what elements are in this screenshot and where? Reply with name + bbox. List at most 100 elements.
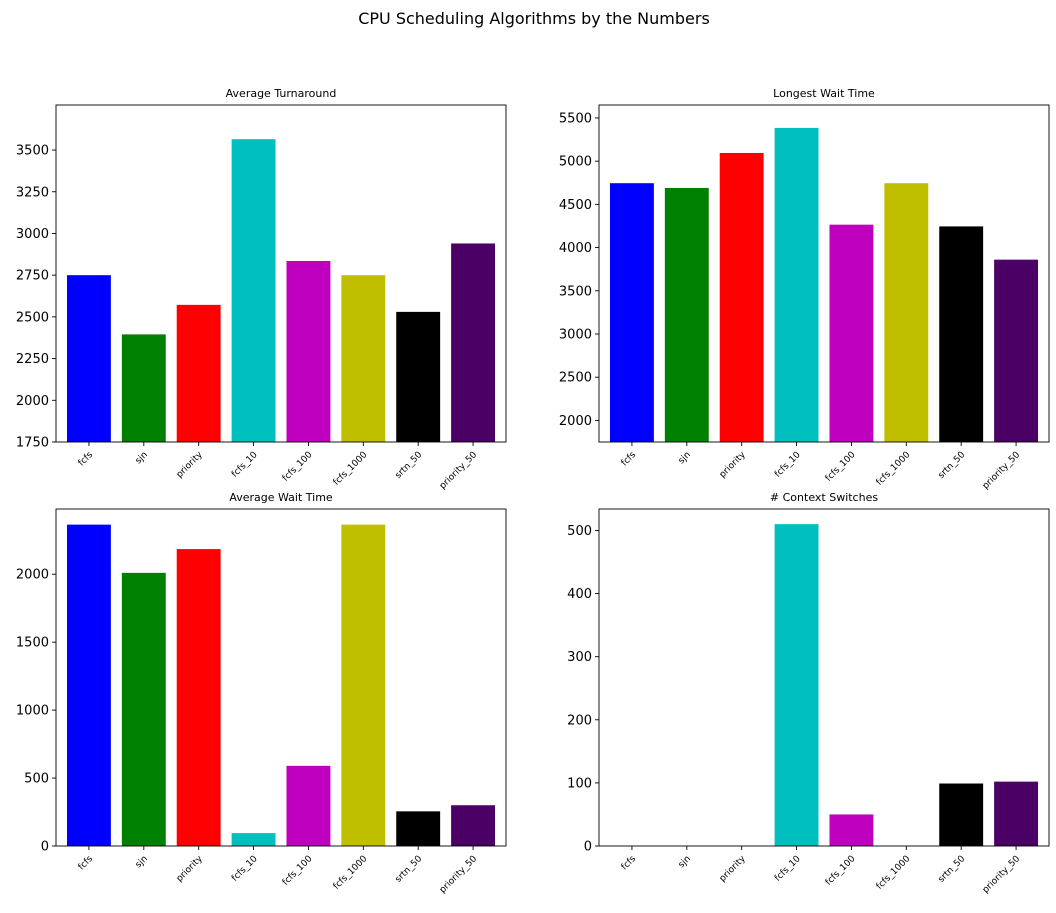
- bar-priority_50: [994, 781, 1039, 846]
- bar-priority: [719, 152, 764, 442]
- chart-panel-1: 1750 2000 2250 2500 2750 3000 3250 3500 fcfs sjn p…: [16, 87, 507, 492]
- y-tick-label: 2000: [16, 394, 49, 409]
- x-tick-label: priority: [175, 854, 206, 885]
- y-tick-label: 3000: [16, 227, 49, 242]
- y-tick-label: 4000: [559, 241, 592, 256]
- x-tick-label: priority: [175, 450, 206, 481]
- x-tick-label: fcfs: [77, 450, 96, 469]
- bar-fcfs_10: [774, 524, 819, 846]
- chart-title: Longest Wait Time: [773, 87, 875, 100]
- bar-fcfs: [66, 275, 111, 442]
- x-tick-label: priority_50: [438, 450, 480, 492]
- y-tick-label: 0: [41, 840, 49, 855]
- x-tick-label: sjn: [134, 854, 150, 870]
- bar-srtn_50: [939, 783, 984, 846]
- x-tick-label: fcfs: [77, 854, 96, 873]
- y-tick-label: 1750: [16, 436, 49, 451]
- y-tick-label: 3000: [559, 327, 592, 342]
- x-tick-label: fcfs_1000: [332, 854, 370, 892]
- bar-fcfs_100: [829, 224, 874, 442]
- bar-fcfs_100: [829, 814, 874, 846]
- bar-fcfs: [609, 183, 654, 442]
- y-tick-label: 2500: [559, 371, 592, 386]
- x-tick-label: priority_50: [981, 854, 1023, 896]
- y-tick-label: 4500: [559, 198, 592, 213]
- bar-priority: [176, 549, 221, 846]
- bar-srtn_50: [939, 226, 984, 442]
- bar-sjn: [121, 572, 166, 846]
- y-tick-label: 500: [24, 772, 49, 787]
- x-tick-label: fcfs_1000: [875, 450, 913, 488]
- chart-panel-4: 0 100 200 300 400 500 fcfs sjn priority fcfs_10 fc…: [567, 491, 1050, 896]
- x-tick-label: fcfs_10: [230, 450, 260, 480]
- x-tick-label: priority: [718, 450, 749, 481]
- plot-frame: [55, 508, 507, 847]
- chart-panel-3: 0 500 1000 1500 2000 fcfs sjn priority fcfs_10 fc…: [16, 491, 507, 896]
- y-tick-label: 1000: [16, 704, 49, 719]
- chart-title: # Context Switches: [770, 491, 878, 504]
- x-tick-label: priority: [718, 854, 749, 885]
- bar-fcfs_1000: [884, 183, 929, 442]
- y-tick-label: 3500: [16, 144, 49, 159]
- y-tick-label: 1500: [16, 636, 49, 651]
- figure-title: CPU Scheduling Algorithms by the Numbers: [358, 9, 710, 28]
- x-tick-label: fcfs_1000: [875, 854, 913, 892]
- y-tick-label: 100: [567, 776, 592, 791]
- plot-frame: [598, 104, 1050, 443]
- x-tick-label: fcfs_10: [773, 450, 803, 480]
- bar-fcfs_10: [231, 139, 276, 442]
- y-tick-label: 2750: [16, 269, 49, 284]
- y-tick-label: 400: [567, 587, 592, 602]
- chart-title: Average Turnaround: [226, 87, 337, 100]
- chart-title: Average Wait Time: [229, 491, 333, 504]
- bar-priority_50: [994, 259, 1039, 442]
- x-tick-label: srtn_50: [394, 854, 425, 885]
- x-tick-label: fcfs_1000: [332, 450, 370, 488]
- bar-srtn_50: [396, 811, 441, 846]
- bar-fcfs_100: [286, 765, 331, 846]
- y-tick-label: 0: [584, 840, 592, 855]
- y-tick-label: 5500: [559, 111, 592, 126]
- x-tick-label: sjn: [677, 854, 693, 870]
- x-tick-label: fcfs: [620, 854, 639, 873]
- y-tick-label: 500: [567, 524, 592, 539]
- x-tick-label: sjn: [134, 450, 150, 466]
- bar-fcfs: [66, 524, 111, 846]
- x-tick-label: srtn_50: [937, 450, 968, 481]
- x-tick-label: srtn_50: [394, 450, 425, 481]
- bar-priority_50: [451, 243, 496, 442]
- bar-srtn_50: [396, 311, 441, 442]
- y-tick-label: 2500: [16, 310, 49, 325]
- x-tick-label: fcfs: [620, 450, 639, 469]
- x-tick-label: priority_50: [981, 450, 1023, 492]
- y-tick-label: 3500: [559, 284, 592, 299]
- y-tick-label: 5000: [559, 155, 592, 170]
- bar-fcfs_1000: [341, 524, 386, 846]
- x-tick-label: srtn_50: [937, 854, 968, 885]
- y-tick-label: 2250: [16, 352, 49, 367]
- x-tick-label: fcfs_10: [773, 854, 803, 884]
- x-tick-label: fcfs_100: [281, 450, 315, 484]
- x-tick-label: sjn: [677, 450, 693, 466]
- y-tick-label: 3250: [16, 185, 49, 200]
- bar-fcfs_1000: [341, 275, 386, 442]
- x-tick-label: fcfs_100: [824, 854, 858, 888]
- x-tick-label: fcfs_100: [281, 854, 315, 888]
- x-tick-label: fcfs_10: [230, 854, 260, 884]
- bar-fcfs_10: [774, 127, 819, 443]
- plot-frame: [55, 104, 507, 443]
- x-tick-label: priority_50: [438, 854, 480, 896]
- y-tick-label: 300: [567, 650, 592, 665]
- chart-panel-2: 2000 2500 3000 3500 4000 4500 5000 5500 fcfs sjn p…: [559, 87, 1050, 492]
- y-tick-label: 2000: [559, 414, 592, 429]
- bar-sjn: [121, 334, 166, 442]
- x-tick-label: fcfs_100: [824, 450, 858, 484]
- bar-fcfs_10: [231, 833, 276, 846]
- y-tick-label: 2000: [16, 568, 49, 583]
- bar-priority_50: [451, 805, 496, 846]
- plot-frame: [598, 508, 1050, 847]
- bar-sjn: [664, 187, 709, 442]
- bar-priority: [176, 304, 221, 442]
